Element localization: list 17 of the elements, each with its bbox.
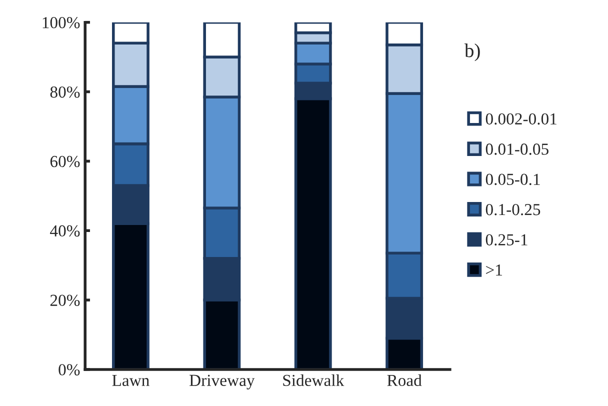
x-tick-label: Road [387,374,422,386]
y-tick-label: 100% [42,17,80,28]
legend-label: 0.002-0.01 [486,113,556,125]
y-tick-label: 20% [50,294,80,306]
legend-label: 0.25-1 [486,234,528,246]
y-tick-label: 40% [50,225,80,237]
x-tick-label: Lawn [112,374,150,386]
legend-label: 0.01-0.05 [486,144,548,155]
legend-label: 0.1-0.25 [486,204,540,216]
y-tick-label: 80% [50,86,80,98]
y-tick-label: 60% [50,156,80,168]
x-tick-label: Sidewalk [283,374,344,386]
legend-label: 0.05-0.1 [486,174,540,186]
legend-label: >1 [486,264,502,276]
x-tick-label: Driveway [190,374,255,390]
text: b) [464,44,480,62]
y-tick-label: 0% [58,364,80,376]
